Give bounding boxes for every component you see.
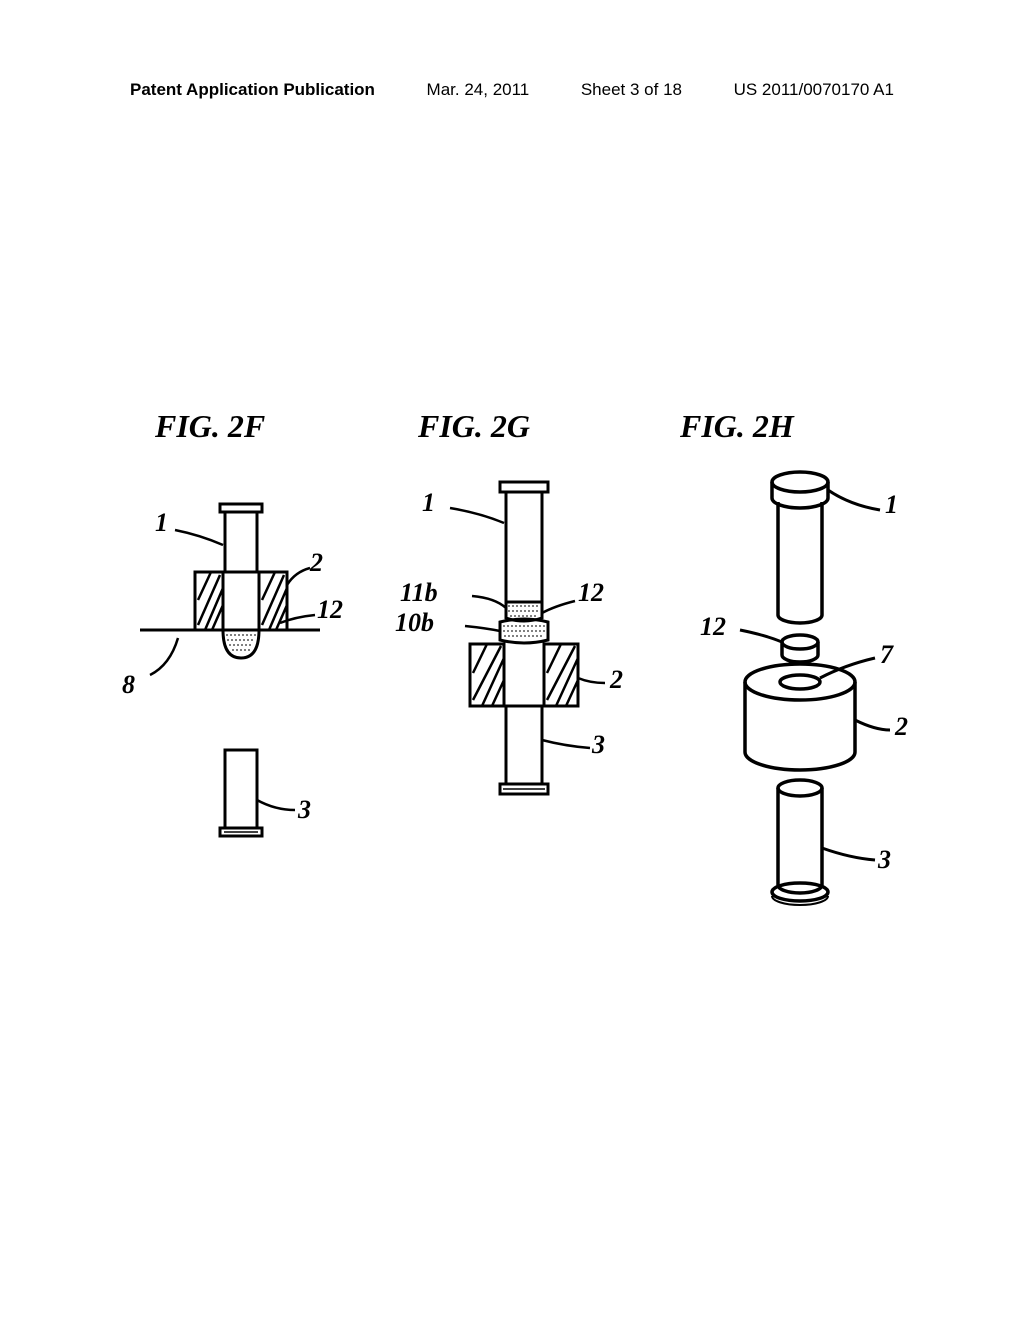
fig-2g-label-12: 12 <box>578 578 604 608</box>
fig-2g-label-3: 3 <box>592 730 605 760</box>
fig-2h-title: FIG. 2H <box>680 408 794 445</box>
fig-2f-label-12: 12 <box>317 595 343 625</box>
fig-2h-label-1: 1 <box>885 490 898 520</box>
page-header: Patent Application Publication Mar. 24, … <box>0 80 1024 100</box>
fig-2h-label-12: 12 <box>700 612 726 642</box>
fig-2f-label-2: 2 <box>310 548 323 578</box>
fig-2f-label-8: 8 <box>122 670 135 700</box>
fig-2g-label-2: 2 <box>610 665 623 695</box>
fig-2g-label-10b: 10b <box>395 608 434 638</box>
date-label: Mar. 24, 2011 <box>427 80 530 100</box>
fig-2g-title: FIG. 2G <box>418 408 530 445</box>
fig-2h-label-2: 2 <box>895 712 908 742</box>
fig-2f-title: FIG. 2F <box>155 408 265 445</box>
patent-number: US 2011/0070170 A1 <box>734 80 894 100</box>
fig-2g-diagram <box>400 468 650 853</box>
publication-label: Patent Application Publication <box>130 80 375 100</box>
fig-2h-label-7: 7 <box>880 640 893 670</box>
fig-2g-label-11b: 11b <box>400 578 438 608</box>
fig-2f-label-3: 3 <box>298 795 311 825</box>
fig-2g-label-1: 1 <box>422 488 435 518</box>
sheet-label: Sheet 3 of 18 <box>581 80 682 100</box>
fig-2h-label-3: 3 <box>878 845 891 875</box>
fig-2f-label-1: 1 <box>155 508 168 538</box>
fig-2h-diagram <box>680 460 940 935</box>
